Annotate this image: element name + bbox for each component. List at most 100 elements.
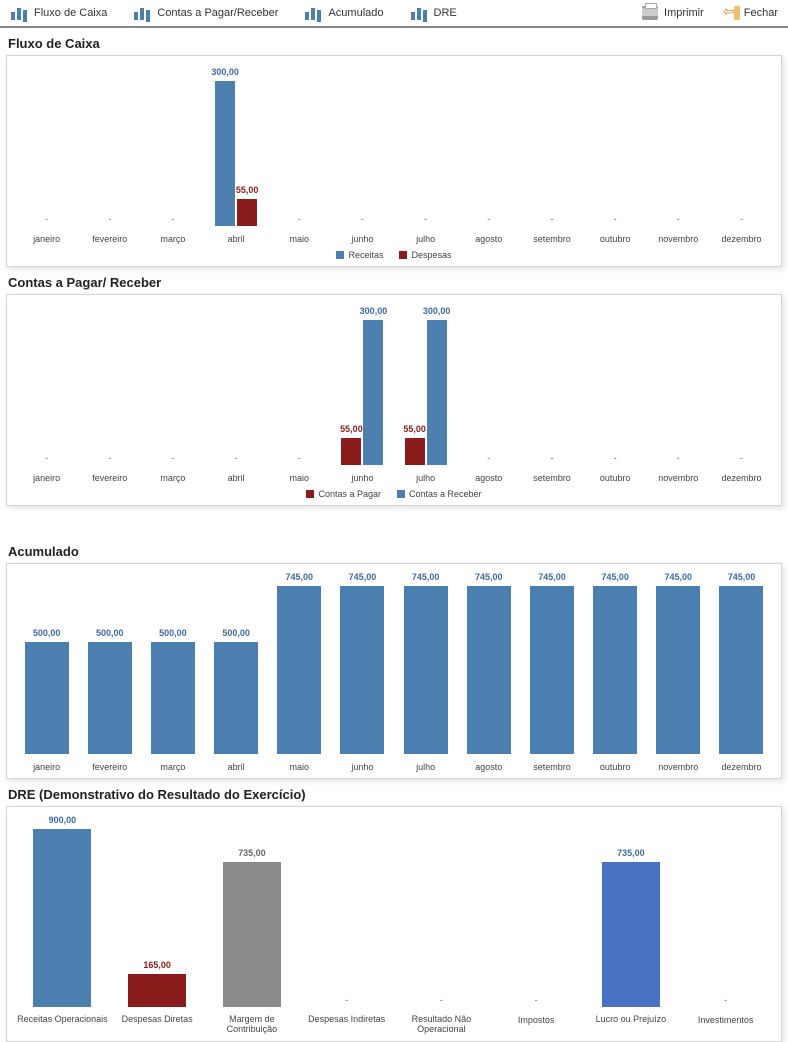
- toolbar-actions: Imprimir Fechar: [642, 6, 778, 20]
- section-title: DRE (Demonstrativo do Resultado do Exerc…: [6, 787, 782, 802]
- legend-item: Contas a Receber: [397, 489, 482, 499]
- bar: 745,00: [340, 586, 384, 754]
- chart-category: -: [268, 305, 331, 465]
- chart-contas: -----55,00300,0055,00300,00-----janeirof…: [6, 294, 782, 506]
- print-button[interactable]: Imprimir: [642, 6, 704, 20]
- chart-category: 735,00: [584, 817, 679, 1007]
- tab-contas-a-pagar-receber[interactable]: Contas a Pagar/Receber: [133, 6, 278, 20]
- x-axis-label: janeiro: [15, 232, 78, 244]
- x-axis-label: fevereiro: [78, 760, 141, 772]
- x-axis-label: janeiro: [15, 471, 78, 483]
- tab-acumulado[interactable]: Acumulado: [304, 6, 383, 20]
- chart-category: -: [678, 817, 773, 1007]
- empty-marker: -: [677, 214, 680, 224]
- x-axis-label: outubro: [584, 232, 647, 244]
- bar: 300,00: [363, 320, 383, 465]
- empty-marker: -: [724, 995, 727, 1005]
- chart-category: 55,00300,00: [331, 305, 394, 465]
- x-axis-label: setembro: [520, 760, 583, 772]
- chart-category: 900,00: [15, 817, 110, 1007]
- chart-category: 745,00: [584, 574, 647, 754]
- x-axis-label: janeiro: [15, 760, 78, 772]
- chart-category: -: [457, 305, 520, 465]
- close-label: Fechar: [744, 7, 778, 19]
- empty-marker: -: [171, 214, 174, 224]
- bar: 745,00: [719, 586, 763, 754]
- chart-category: 165,00: [110, 817, 205, 1007]
- bar: 735,00: [223, 862, 281, 1007]
- bar-value-label: 745,00: [665, 572, 693, 582]
- bar: 745,00: [277, 586, 321, 754]
- legend-label: Receitas: [348, 250, 383, 260]
- chart-category: -: [584, 66, 647, 226]
- bar-value-label: 500,00: [222, 628, 250, 638]
- chart-icon: [10, 6, 28, 20]
- x-axis-label: maio: [268, 471, 331, 483]
- printer-icon: [642, 6, 658, 20]
- bar-value-label: 900,00: [49, 815, 77, 825]
- x-axis-label: fevereiro: [78, 232, 141, 244]
- legend-label: Despesas: [411, 250, 451, 260]
- bar-value-label: 745,00: [286, 572, 314, 582]
- chart-category: 500,00: [15, 574, 78, 754]
- chart-category: -: [268, 66, 331, 226]
- bar: 55,00: [341, 438, 361, 465]
- chart-category: -: [394, 66, 457, 226]
- x-axis-label: março: [141, 471, 204, 483]
- x-axis-label: setembro: [520, 232, 583, 244]
- empty-marker: -: [487, 453, 490, 463]
- section-dre: DRE (Demonstrativo do Resultado do Exerc…: [6, 787, 782, 1042]
- chart-category: -: [489, 817, 584, 1007]
- bar-value-label: 745,00: [601, 572, 629, 582]
- chart-category: 745,00: [394, 574, 457, 754]
- empty-marker: -: [345, 995, 348, 1005]
- chart-category: -: [78, 66, 141, 226]
- bar: 745,00: [593, 586, 637, 754]
- legend-item: Receitas: [336, 250, 383, 260]
- bar: 165,00: [128, 974, 186, 1007]
- chart-category: -: [457, 66, 520, 226]
- chart-category: -: [647, 66, 710, 226]
- x-axis-label: junho: [331, 471, 394, 483]
- x-axis-label: julho: [394, 232, 457, 244]
- x-axis-label: novembro: [647, 471, 710, 483]
- bar: 745,00: [656, 586, 700, 754]
- bar-value-label: 745,00: [538, 572, 566, 582]
- x-axis-label: dezembro: [710, 232, 773, 244]
- empty-marker: -: [440, 995, 443, 1005]
- chart-category: 55,00300,00: [394, 305, 457, 465]
- chart-category: 300,0055,00: [205, 66, 268, 226]
- bar-value-label: 300,00: [423, 306, 451, 316]
- chart-category: -: [299, 817, 394, 1007]
- close-button[interactable]: Fechar: [724, 6, 778, 20]
- chart-icon: [304, 6, 322, 20]
- empty-marker: -: [108, 214, 111, 224]
- bar-value-label: 500,00: [159, 628, 187, 638]
- tab-dre[interactable]: DRE: [410, 6, 457, 20]
- x-axis-label: abril: [205, 471, 268, 483]
- section-fluxo: Fluxo de Caixa ---300,0055,00--------jan…: [6, 36, 782, 267]
- tab-fluxo-de-caixa[interactable]: Fluxo de Caixa: [10, 6, 107, 20]
- chart-category: -: [647, 305, 710, 465]
- empty-marker: -: [740, 214, 743, 224]
- empty-marker: -: [45, 453, 48, 463]
- empty-marker: -: [171, 453, 174, 463]
- empty-marker: -: [614, 453, 617, 463]
- x-axis-label: novembro: [647, 760, 710, 772]
- chart-dre: 900,00165,00735,00---735,00-Receitas Ope…: [6, 806, 782, 1042]
- tab-label: DRE: [434, 7, 457, 19]
- x-axis-label: agosto: [457, 760, 520, 772]
- bar: 500,00: [88, 642, 132, 755]
- x-axis-label: dezembro: [710, 760, 773, 772]
- chart-category: -: [15, 305, 78, 465]
- bar: 55,00: [237, 199, 257, 226]
- x-axis-label: outubro: [584, 471, 647, 483]
- bar: 900,00: [33, 829, 91, 1007]
- bar: 300,00: [215, 81, 235, 226]
- bar-value-label: 745,00: [412, 572, 440, 582]
- bar-value-label: 300,00: [360, 306, 388, 316]
- legend-label: Contas a Receber: [409, 489, 482, 499]
- x-axis-label: fevereiro: [78, 471, 141, 483]
- x-axis-label: agosto: [457, 471, 520, 483]
- chart-category: 745,00: [520, 574, 583, 754]
